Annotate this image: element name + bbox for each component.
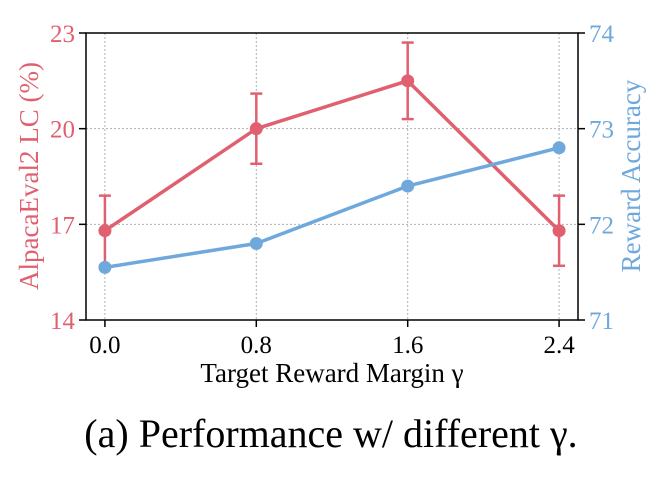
- x-axis-label: Target Reward Margin γ: [200, 358, 463, 388]
- y-left-tick-label: 23: [50, 21, 75, 48]
- series-2-point: [552, 141, 566, 155]
- series-2-line: [104, 146, 560, 270]
- dual-axis-line-chart: 0.0 0.8 1.6 2.4 14 17 20 23 71 72 73 74 AlpacaEval2…: [14, 21, 646, 388]
- y-left-tick-label: 14: [50, 308, 76, 335]
- series-layer: [98, 41, 566, 274]
- left-axis-label: AlpacaEval2 LC (%): [14, 62, 44, 290]
- series-1-point: [98, 224, 112, 238]
- series-2-point: [98, 260, 112, 274]
- x-tick-label: 1.6: [392, 332, 423, 359]
- y-left-tick-label: 20: [50, 117, 75, 144]
- x-tick-label: 0.8: [241, 332, 272, 359]
- series-2-point: [401, 179, 415, 193]
- series-1-point: [401, 74, 415, 88]
- series-1-line: [103, 79, 561, 233]
- figure-caption: (a) Performance w/ different γ.: [84, 411, 578, 456]
- series-2-point: [249, 236, 263, 250]
- right-axis-label: Reward Accuracy: [616, 79, 646, 272]
- x-tick-label: 0.0: [89, 332, 120, 359]
- grid-layer: [86, 33, 578, 320]
- y-right-tick-label: 71: [589, 308, 614, 335]
- series-1-point: [552, 224, 566, 238]
- y-left-tick-label: 17: [50, 212, 75, 239]
- y-right-tick-label: 72: [589, 212, 614, 239]
- ticks-layer: 0.0 0.8 1.6 2.4 14 17 20 23 71 72 73 74: [50, 21, 615, 359]
- y-right-tick-label: 74: [589, 21, 615, 48]
- x-tick-label: 2.4: [543, 332, 575, 359]
- series-1-point: [249, 122, 263, 136]
- y-right-tick-label: 73: [589, 117, 614, 144]
- plot-frame: [85, 32, 579, 321]
